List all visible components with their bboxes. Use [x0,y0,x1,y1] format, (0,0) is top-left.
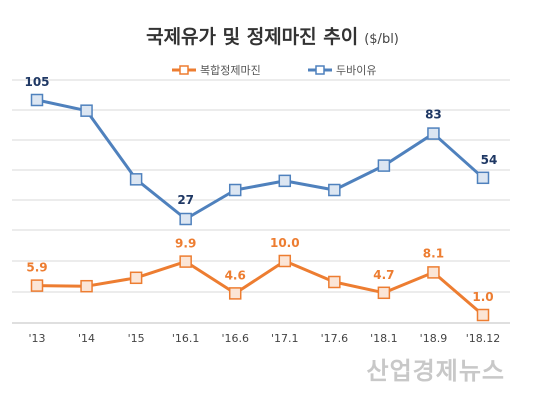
data-point [278,174,292,188]
data-point [179,212,192,226]
legend-marker [179,65,189,75]
data-point [328,275,341,289]
data-label: 105 [24,75,49,89]
chart-title-text: 국제유가 및 정제마진 추이 [146,26,359,48]
x-tick-label: '17.6 [321,332,349,345]
data-point [427,266,440,279]
legend: 복합정제마진 두바이유 [172,64,376,77]
data-point [179,255,192,268]
data-point [80,279,93,293]
data-label: 27 [177,193,194,207]
series-line [36,98,484,221]
x-tick-label: '16.1 [172,332,200,345]
data-point [129,173,143,186]
x-tick-label: '17.1 [271,332,299,345]
data-point [278,254,292,268]
series-markers [30,93,490,322]
data-label: 1.0 [472,290,493,304]
data-point [228,183,242,197]
data-point [427,127,440,140]
data-point [30,93,44,107]
data-point [129,271,143,285]
x-tick-label: '15 [128,332,145,345]
x-tick-label: '16.6 [221,332,249,345]
legend-label: 두바이유 [336,64,376,77]
legend-label: 복합정제마진 [200,64,261,77]
series-line [36,259,484,317]
data-point [328,183,341,197]
series-lines [36,98,484,317]
x-tick-label: '18.1 [370,332,398,345]
chart-title: 국제유가 및 정제마진 추이 ($/bl) [0,22,545,49]
data-point [476,308,490,322]
legend-marker [315,65,325,75]
data-point [377,286,391,300]
data-label: 4.7 [373,268,394,282]
data-point [228,287,242,300]
data-point [30,279,44,292]
data-labels: 5.9 9.9 4.6 10.0 4.7 8.1 1.0 105 27 83 54 [24,75,497,304]
x-tick-label: '14 [78,332,95,345]
chart-unit: ($/bl) [364,32,399,47]
x-tick-label: '18.12 [466,332,501,345]
watermark: 산업경제뉴스 [366,357,505,385]
data-point [476,171,490,185]
data-label: 4.6 [225,268,246,282]
gridlines [12,79,510,324]
data-point [80,104,93,117]
data-label: 10.0 [270,236,300,250]
data-label: 83 [425,108,442,122]
x-axis-tick-labels: '13 '14 '15 '16.1 '16.6 '17.1 '17.6 '18.1 '18.9 '… [28,332,500,345]
data-label: 9.9 [175,237,196,251]
data-point [377,159,391,172]
data-label: 5.9 [26,261,47,275]
x-tick-label: '13 [28,332,45,345]
x-tick-label: '18.9 [420,332,448,345]
data-label: 8.1 [423,246,444,260]
data-label: 54 [481,153,498,167]
